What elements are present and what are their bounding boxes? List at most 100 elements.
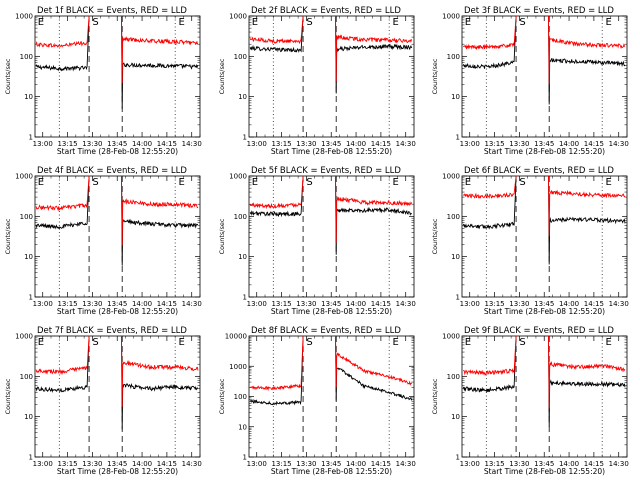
event-marker: S <box>92 337 98 348</box>
x-tick-label: 13:15 <box>271 140 291 148</box>
y-tick-label: 1 <box>456 134 460 142</box>
y-tick-label: 100 <box>20 53 33 61</box>
y-axis-label: Counts/sec <box>218 218 226 254</box>
x-tick-label: 14:30 <box>396 460 416 468</box>
x-tick-label: 13:15 <box>484 140 504 148</box>
y-tick-label: 10 <box>451 253 460 261</box>
x-tick-label: 13:45 <box>107 140 127 148</box>
x-tick-label: 13:30 <box>296 300 316 308</box>
series-events-line <box>35 175 90 230</box>
x-tick-label: 14:30 <box>609 300 629 308</box>
y-axis-label: Counts/sec <box>4 378 12 414</box>
y-tick-label: 1000 <box>229 363 247 371</box>
y-tick-label: 100 <box>234 393 247 401</box>
panel-title: Det 1f BLACK = Events, RED = LLD <box>37 6 187 16</box>
x-tick-label: 13:45 <box>534 300 554 308</box>
x-tick-label: 13:15 <box>271 300 291 308</box>
panel-title: Det 8f BLACK = Events, RED = LLD <box>251 326 401 336</box>
y-tick-label: 10 <box>451 413 460 421</box>
x-tick-label: 14:15 <box>157 300 177 308</box>
x-tick-label: 13:30 <box>82 140 102 148</box>
y-tick-label: 10 <box>24 253 33 261</box>
y-tick-label: 100 <box>20 213 33 221</box>
series-lld-line <box>335 15 413 82</box>
panel-title: Det 9f BLACK = Events, RED = LLD <box>464 326 614 336</box>
x-tick-label: 14:15 <box>157 140 177 148</box>
series-lld-line <box>548 175 626 237</box>
x-tick-label: 14:00 <box>559 460 579 468</box>
event-marker: S <box>92 17 98 28</box>
event-marker: E <box>38 177 44 188</box>
series-events-line <box>335 335 413 401</box>
x-tick-label: 13:45 <box>321 460 341 468</box>
series-lld-line <box>249 335 304 392</box>
series-lld-line <box>249 15 304 45</box>
panel-det-3: Det 3f BLACK = Events, RED = LLD 1 10 100 10… <box>431 6 629 156</box>
x-tick-label: 13:00 <box>33 140 53 148</box>
x-tick-label: 13:45 <box>534 140 554 148</box>
x-tick-label: 14:00 <box>132 460 152 468</box>
y-axis-label: Counts/sec <box>431 378 439 414</box>
x-tick-label: 14:15 <box>584 300 604 308</box>
y-tick-label: 1 <box>243 454 247 462</box>
series-events-line <box>121 175 198 266</box>
x-tick-label: 13:45 <box>107 300 127 308</box>
panel-det-6: Det 6f BLACK = Events, RED = LLD 1 10 100 10… <box>431 166 629 316</box>
x-tick-label: 14:30 <box>609 140 629 148</box>
x-tick-label: 13:00 <box>247 300 267 308</box>
y-tick-label: 10 <box>238 253 247 261</box>
panel-det-4: Det 4f BLACK = Events, RED = LLD 1 10 100 10… <box>4 166 202 316</box>
x-tick-label: 13:00 <box>33 300 53 308</box>
x-tick-label: 14:30 <box>182 140 202 148</box>
panel-det-8: Det 8f BLACK = Events, RED = LLD 1 10 100 10… <box>218 326 416 476</box>
event-marker: E <box>605 337 611 348</box>
series-lld-line <box>462 335 517 376</box>
x-tick-label: 14:00 <box>559 300 579 308</box>
series-lld-line <box>35 335 90 376</box>
x-tick-label: 13:30 <box>296 460 316 468</box>
event-marker: E <box>392 337 398 348</box>
event-marker: S <box>92 177 98 188</box>
series-events-line <box>462 335 517 393</box>
event-marker: E <box>38 337 44 348</box>
y-tick-label: 1000 <box>15 13 33 21</box>
x-axis-label: Start Time (28-Feb-08 12:55:20) <box>484 467 605 476</box>
x-tick-label: 13:30 <box>509 460 529 468</box>
series-lld-line <box>35 15 90 48</box>
series-lld-line <box>463 15 517 51</box>
y-axis-label: Counts/sec <box>218 58 226 94</box>
y-tick-label: 1000 <box>442 333 460 341</box>
series-events-line <box>249 175 304 218</box>
event-marker: S <box>519 177 525 188</box>
y-tick-label: 1000 <box>15 333 33 341</box>
panel-det-9: Det 9f BLACK = Events, RED = LLD 1 10 100 10… <box>431 326 629 476</box>
x-tick-label: 13:45 <box>534 460 554 468</box>
y-tick-label: 10 <box>451 93 460 101</box>
event-marker: E <box>465 337 471 348</box>
panel-title: Det 7f BLACK = Events, RED = LLD <box>37 326 187 336</box>
y-tick-label: 1 <box>456 454 460 462</box>
x-tick-label: 13:45 <box>107 460 127 468</box>
x-tick-label: 14:15 <box>584 460 604 468</box>
y-tick-label: 10000 <box>225 333 247 341</box>
event-marker: S <box>519 337 525 348</box>
x-tick-label: 13:30 <box>296 140 316 148</box>
x-tick-label: 14:00 <box>346 140 366 148</box>
series-events-line <box>249 335 304 406</box>
x-axis-label: Start Time (28-Feb-08 12:55:20) <box>57 147 178 156</box>
x-tick-label: 14:30 <box>182 300 202 308</box>
x-tick-label: 14:30 <box>609 460 629 468</box>
event-marker: E <box>252 17 258 28</box>
y-axis-label: Counts/sec <box>218 378 226 414</box>
x-tick-label: 13:00 <box>460 300 480 308</box>
y-tick-label: 100 <box>234 53 247 61</box>
x-tick-label: 13:00 <box>460 460 480 468</box>
y-tick-label: 1000 <box>442 173 460 181</box>
event-marker: E <box>392 17 398 28</box>
x-tick-label: 13:30 <box>509 140 529 148</box>
x-tick-label: 14:30 <box>396 140 416 148</box>
series-lld-line <box>121 15 199 84</box>
panel-title: Det 6f BLACK = Events, RED = LLD <box>464 166 614 176</box>
series-events-line <box>121 335 199 430</box>
x-tick-label: 14:15 <box>371 460 391 468</box>
